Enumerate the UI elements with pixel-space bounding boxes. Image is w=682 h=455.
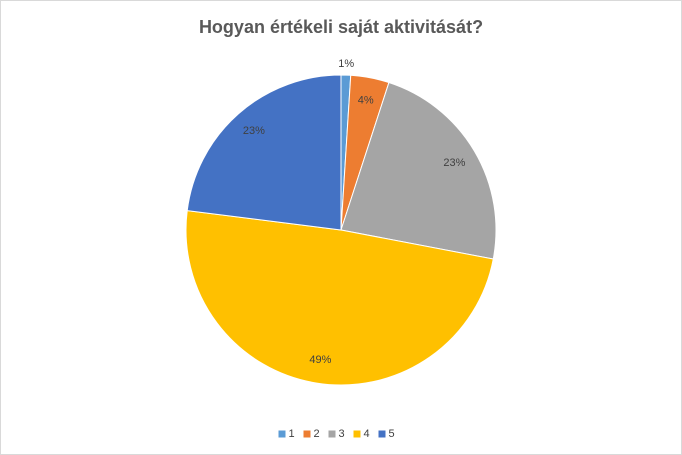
legend-swatch [278, 430, 286, 438]
data-label: 1% [338, 58, 354, 70]
chart-title: Hogyan értékeli saját aktivitását? [199, 17, 483, 37]
legend-label: 3 [339, 428, 345, 440]
data-label: 23% [443, 157, 465, 169]
data-label: 23% [243, 125, 265, 137]
data-label: 49% [309, 354, 331, 366]
legend-swatch [303, 430, 311, 438]
legend-swatch [328, 430, 336, 438]
pie-slice [186, 74, 342, 231]
legend-swatch [378, 430, 386, 438]
legend-label: 1 [289, 428, 295, 440]
legend-label: 5 [389, 428, 395, 440]
legend-label: 4 [364, 428, 370, 440]
legend-swatch [353, 430, 361, 438]
pie-slice [340, 81, 497, 260]
legend-label: 2 [314, 428, 320, 440]
data-label: 4% [358, 94, 374, 106]
pie-slice [185, 210, 494, 386]
